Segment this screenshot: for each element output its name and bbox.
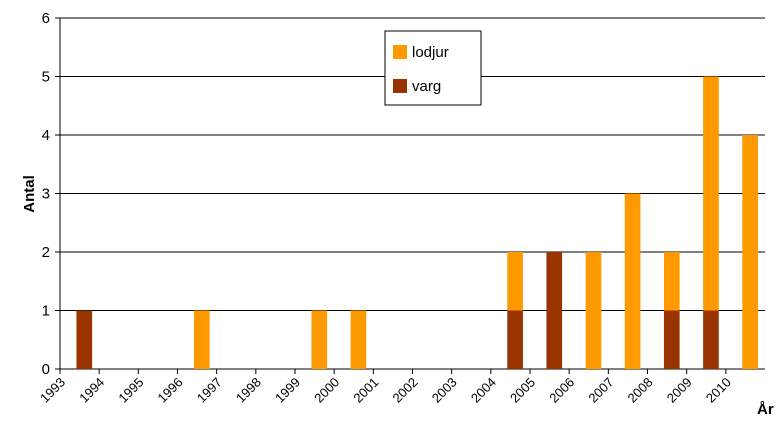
bar-segment [507, 310, 523, 369]
x-tick-label: 2010 [703, 375, 734, 406]
x-tick-label: 2009 [664, 375, 695, 406]
x-tick-label: 1995 [115, 375, 146, 406]
x-tick-label: 2006 [546, 375, 577, 406]
x-tick-label: 1998 [233, 375, 264, 406]
y-tick-label: 1 [42, 303, 50, 320]
x-tick-label: 1997 [194, 375, 225, 406]
x-tick-label: 2005 [507, 375, 538, 406]
legend-label: varg [412, 78, 441, 95]
x-tick-label: 1993 [37, 375, 68, 406]
legend-label: lodjur [412, 44, 449, 61]
bar-segment [311, 310, 328, 369]
y-tick-label: 3 [42, 186, 50, 203]
bar-segment [624, 193, 641, 369]
x-tick-label: 2007 [585, 375, 616, 406]
bar-segment [663, 310, 680, 369]
x-tick-label: 2004 [468, 375, 499, 406]
y-tick-label: 6 [42, 10, 50, 27]
x-tick-label: 2008 [625, 375, 656, 406]
bar-segment [742, 135, 758, 369]
bar-segment [350, 310, 367, 369]
bar-segment [585, 252, 602, 369]
legend-swatch [393, 45, 407, 59]
y-axis-label: Antal [21, 175, 38, 213]
y-tick-label: 0 [42, 361, 50, 378]
bar-segment [663, 252, 680, 311]
x-tick-label: 1996 [155, 375, 186, 406]
bar-segment [507, 252, 523, 311]
x-tick-label: 2002 [390, 375, 421, 406]
y-tick-label: 4 [42, 127, 50, 144]
y-tick-label: 5 [42, 69, 50, 86]
bar-segment [703, 76, 719, 311]
x-axis-label: År [757, 401, 774, 418]
bar-segment [703, 310, 719, 369]
x-tick-label: 1999 [272, 375, 303, 406]
bar-segment [546, 252, 563, 369]
x-tick-label: 1994 [76, 375, 107, 406]
legend-swatch [393, 79, 407, 93]
x-tick-label: 2003 [429, 375, 460, 406]
bar-segment [193, 310, 210, 369]
y-tick-label: 2 [42, 244, 50, 261]
x-tick-label: 2000 [311, 375, 342, 406]
bar-segment [76, 310, 93, 369]
x-tick-label: 2001 [350, 375, 381, 406]
